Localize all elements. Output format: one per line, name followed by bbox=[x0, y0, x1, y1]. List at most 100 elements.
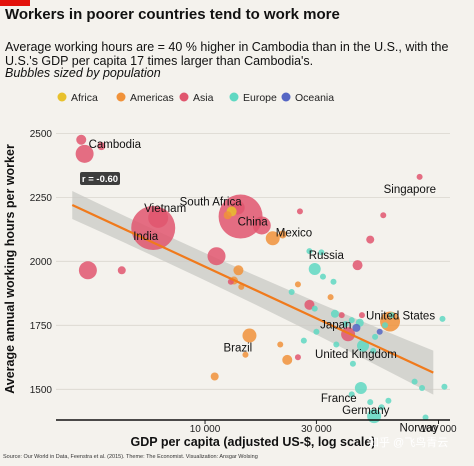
data-point bbox=[78, 261, 97, 280]
legend-label-americas: Americas bbox=[130, 92, 174, 104]
country-label-brazil: Brazil bbox=[223, 343, 252, 355]
data-point bbox=[382, 322, 389, 329]
data-point bbox=[385, 397, 392, 404]
data-point-russia bbox=[308, 263, 321, 275]
x-tick-label: 10 000 bbox=[190, 424, 221, 435]
x-tick-label: 100 000 bbox=[420, 424, 457, 435]
watermark: 知乎 @飞鸟青云 bbox=[368, 437, 449, 449]
chart-subnote: Bubbles sized by population bbox=[5, 66, 161, 80]
data-point bbox=[319, 273, 326, 280]
data-point-singapore bbox=[416, 173, 423, 180]
data-point bbox=[311, 305, 318, 312]
y-tick-label: 1500 bbox=[30, 385, 53, 396]
data-point-vietnam bbox=[148, 207, 169, 228]
data-point bbox=[306, 248, 313, 255]
data-point-norway bbox=[422, 414, 429, 421]
country-label-mexico: Mexico bbox=[276, 227, 312, 239]
source-footer: Source: Our World in Data, Feenstra et a… bbox=[3, 454, 258, 460]
legend-marker-oceania bbox=[281, 92, 291, 102]
data-point bbox=[97, 142, 106, 151]
data-point-cambodia bbox=[75, 144, 94, 163]
country-label-russia: Russia bbox=[309, 250, 345, 262]
y-tick-label: 2000 bbox=[30, 257, 53, 268]
country-label-vietnam: Vietnam bbox=[144, 203, 186, 215]
data-point bbox=[419, 385, 426, 392]
data-point-brazil bbox=[242, 328, 257, 343]
data-point bbox=[294, 354, 301, 361]
data-point bbox=[348, 317, 355, 324]
country-label-singapore: Singapore bbox=[384, 184, 436, 196]
country-label-china: China bbox=[238, 217, 269, 229]
data-point bbox=[223, 211, 232, 220]
y-tick-label: 1750 bbox=[30, 321, 53, 332]
data-point bbox=[318, 249, 325, 256]
data-point bbox=[378, 404, 385, 411]
data-point-france bbox=[354, 382, 367, 395]
data-point bbox=[252, 216, 271, 235]
y-axis-title: Average annual working hours per worker bbox=[3, 144, 17, 394]
data-point bbox=[333, 341, 340, 348]
data-point bbox=[207, 247, 226, 266]
data-point bbox=[411, 378, 418, 385]
data-point bbox=[366, 235, 375, 244]
data-point bbox=[210, 372, 219, 381]
data-point bbox=[367, 399, 374, 406]
country-label-norway: Norway bbox=[400, 422, 439, 434]
data-point bbox=[441, 383, 448, 390]
legend-marker-americas bbox=[116, 92, 126, 102]
country-label-japan: Japan bbox=[320, 319, 351, 331]
data-point bbox=[282, 354, 293, 365]
data-point-united-kingdom bbox=[357, 339, 370, 352]
country-label-cambodia: Cambodia bbox=[89, 139, 142, 151]
legend-marker-asia bbox=[179, 92, 189, 102]
data-point bbox=[342, 321, 349, 328]
data-point bbox=[352, 323, 361, 332]
legend-marker-africa bbox=[57, 92, 67, 102]
data-point bbox=[348, 391, 355, 398]
trend-line bbox=[71, 204, 434, 374]
country-label-germany: Germany bbox=[342, 405, 390, 417]
chart-title: Workers in poorer countries tend to work… bbox=[5, 6, 340, 23]
x-axis-title: GDP per capita (adjusted US-$, log scale… bbox=[131, 435, 376, 449]
data-point bbox=[327, 294, 334, 301]
annotation-box bbox=[80, 172, 120, 185]
data-point bbox=[278, 230, 287, 239]
country-label-united-kingdom: United Kingdom bbox=[315, 349, 397, 361]
annotation-text: r = -0.60 bbox=[82, 174, 118, 185]
legend-label-africa: Africa bbox=[71, 92, 98, 104]
data-point bbox=[380, 212, 387, 219]
country-label-south-africa: South Africa bbox=[180, 196, 243, 208]
x-tick-label: 30 000 bbox=[301, 424, 332, 435]
data-point bbox=[76, 134, 87, 145]
data-point bbox=[238, 283, 245, 290]
data-point bbox=[330, 278, 337, 285]
data-point bbox=[352, 260, 363, 271]
data-point-mexico bbox=[265, 231, 280, 246]
data-point bbox=[313, 328, 320, 335]
data-point bbox=[233, 265, 244, 276]
data-point bbox=[304, 299, 315, 310]
data-point bbox=[358, 312, 365, 319]
data-point bbox=[288, 289, 295, 296]
data-point bbox=[117, 266, 126, 275]
data-point bbox=[376, 328, 383, 335]
data-point bbox=[330, 309, 339, 318]
data-point bbox=[294, 281, 301, 288]
brand-bar bbox=[0, 0, 30, 6]
y-tick-label: 2250 bbox=[30, 193, 53, 204]
data-point bbox=[388, 312, 395, 319]
data-point bbox=[439, 315, 446, 322]
country-label-india: India bbox=[133, 231, 159, 243]
country-label-united-states: United States bbox=[366, 310, 435, 322]
legend-label-oceania: Oceania bbox=[295, 92, 334, 104]
data-point bbox=[338, 312, 345, 319]
data-point bbox=[242, 351, 249, 358]
data-point bbox=[300, 337, 307, 344]
data-point bbox=[349, 360, 356, 367]
legend-marker-europe bbox=[229, 92, 239, 102]
legend-label-europe: Europe bbox=[243, 92, 277, 104]
data-point bbox=[296, 208, 303, 215]
legend-label-asia: Asia bbox=[193, 92, 214, 104]
data-point bbox=[372, 333, 379, 340]
